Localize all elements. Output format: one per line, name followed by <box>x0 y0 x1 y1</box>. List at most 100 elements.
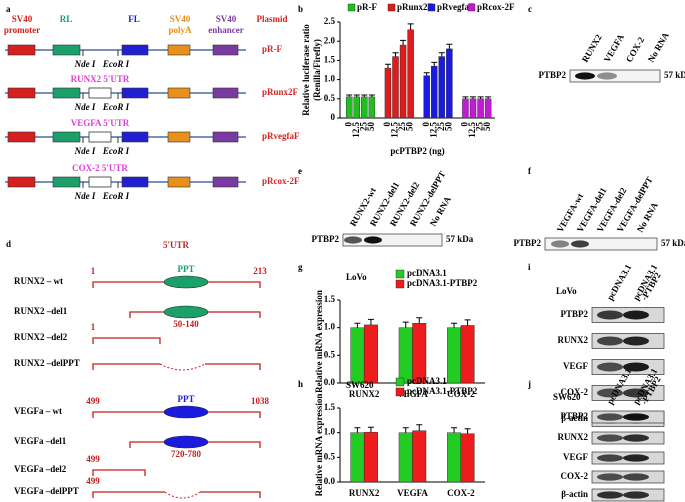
band <box>623 310 649 320</box>
blot-strip <box>569 69 661 83</box>
panel-label: c <box>528 4 532 14</box>
x-tick-label: VEGFA <box>397 389 428 399</box>
error-bar <box>407 23 414 30</box>
band <box>597 310 623 320</box>
element-box <box>7 87 36 99</box>
lane-label: pcDNA3.1 <box>605 262 634 302</box>
bar <box>398 432 413 483</box>
legend-swatch <box>467 3 476 12</box>
element-label: SV40 <box>12 14 33 24</box>
panel-label: b <box>298 4 303 14</box>
construct-label: RUNX2 –del1 <box>14 306 68 316</box>
row-label: PTBP2 <box>513 238 541 248</box>
element-box <box>212 87 239 99</box>
y-tick-label: 0.5 <box>324 93 336 103</box>
element-box <box>212 44 239 56</box>
lane-label: VEGFA <box>602 32 626 64</box>
construct-line <box>92 491 261 498</box>
row-label: PTBP2 <box>560 309 588 319</box>
y-tick-label: 0 <box>331 112 336 122</box>
x-tick-label: 0 <box>382 122 392 127</box>
construct-label: VEGFa –del1 <box>14 436 67 446</box>
bar <box>447 327 462 384</box>
ppt-domain <box>163 405 209 419</box>
element-box <box>52 87 81 99</box>
band <box>597 413 623 421</box>
construct-label: VEGFa – wt <box>14 406 62 416</box>
x-tick-label: 0 <box>460 122 470 127</box>
legend-label: pRvegfaF <box>437 2 475 12</box>
x-tick-label: 50 <box>366 122 376 132</box>
construct-label: RUNX2 – wt <box>14 276 63 286</box>
panel-label: g <box>298 262 303 272</box>
element-box <box>7 131 36 143</box>
y-axis-label: (Renilla/Firefly) <box>312 39 322 101</box>
y-tick-label: 1.0 <box>324 427 336 437</box>
error-bar <box>462 96 469 99</box>
band <box>623 434 649 442</box>
plasmid-name: pR-F <box>262 44 283 54</box>
size-label: 57 kDa <box>446 234 474 244</box>
y-tick-label: 2.0 <box>324 35 336 45</box>
element-label: Plasmid <box>256 14 287 24</box>
bar <box>363 324 378 384</box>
blot-strip <box>544 237 658 251</box>
y-axis-label: Relative luciferase ratio <box>301 24 311 116</box>
error-bar <box>384 63 391 69</box>
x-tick-label: 25 <box>397 122 407 132</box>
legend-swatch <box>395 387 405 397</box>
site-label: Nde I <box>74 59 96 69</box>
construct-line <box>92 363 261 370</box>
bar <box>469 98 477 119</box>
band <box>597 362 623 372</box>
bar <box>350 327 365 384</box>
x-tick-label: 12.5 <box>351 122 361 138</box>
start-label: 1 <box>91 322 96 332</box>
element-box <box>52 131 81 143</box>
x-tick-label: 12.5 <box>467 122 477 138</box>
element-label: FL <box>128 14 140 24</box>
element-box <box>121 87 149 99</box>
error-bar <box>438 52 445 57</box>
bar <box>446 48 453 119</box>
y-tick-label: 1.5 <box>324 402 336 412</box>
element-box <box>121 131 149 143</box>
band <box>571 240 589 248</box>
construct-label: RUNX2 –delPPT <box>14 358 80 368</box>
error-bar <box>354 427 361 433</box>
element-label: polyA <box>168 25 192 35</box>
error-bar <box>416 317 423 324</box>
band <box>597 491 623 499</box>
plasmid-name: pRvegfaF <box>262 131 300 141</box>
y-tick-label: 1.0 <box>324 322 336 332</box>
element-box <box>7 44 36 56</box>
bar <box>431 65 438 119</box>
error-bar <box>361 94 368 97</box>
construct-label: VEGFa –delPPT <box>14 486 79 496</box>
size-label: 57 kDa <box>661 238 685 248</box>
chart-title: SW620 <box>346 380 374 390</box>
band <box>597 336 623 346</box>
element-label: SV40 <box>216 14 237 24</box>
element-box <box>167 176 191 188</box>
legend-swatch <box>395 377 405 387</box>
chart-title: LoVo <box>346 272 367 282</box>
element-box <box>167 87 191 99</box>
bar <box>368 96 376 119</box>
error-bar <box>402 427 409 433</box>
x-tick-label: 12.5 <box>428 122 438 138</box>
y-tick-label: 2.5 <box>324 16 336 26</box>
band <box>597 72 617 80</box>
y-tick-label: 1.0 <box>324 74 336 84</box>
site-label: Nde I <box>74 102 96 112</box>
x-tick-label: 0 <box>421 122 431 127</box>
row-label: PTBP2 <box>538 70 566 80</box>
site-label: EcoR I <box>102 102 130 112</box>
legend-label: pRcox-2F <box>477 2 515 12</box>
row-label: β-actin <box>561 413 588 423</box>
element-box <box>212 131 239 143</box>
element-label: RL <box>60 14 73 24</box>
band <box>597 454 623 462</box>
element-box <box>52 44 81 56</box>
y-tick-label: 0.5 <box>324 451 336 461</box>
